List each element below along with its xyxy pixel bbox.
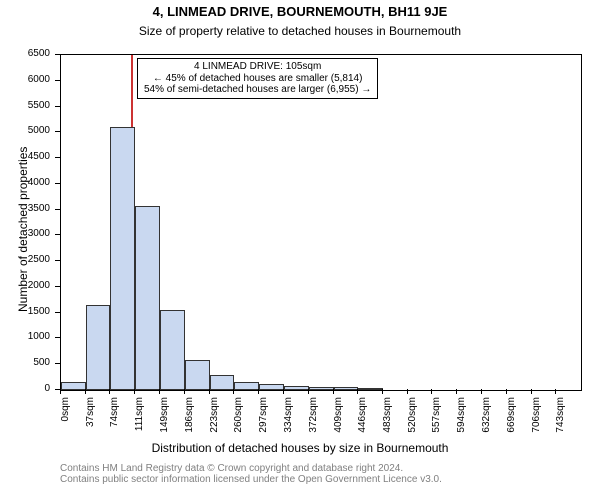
y-tick-label: 3500	[0, 203, 50, 214]
chart-container: 4, LINMEAD DRIVE, BOURNEMOUTH, BH11 9JE …	[0, 0, 600, 500]
x-tick-label: 149sqm	[159, 397, 170, 437]
chart-footer: Contains HM Land Registry data © Crown c…	[60, 463, 442, 485]
chart-title: 4, LINMEAD DRIVE, BOURNEMOUTH, BH11 9JE	[0, 4, 600, 19]
x-tick-mark	[233, 389, 234, 394]
x-tick-mark	[456, 389, 457, 394]
y-tick-mark	[55, 157, 60, 158]
x-tick-mark	[481, 389, 482, 394]
y-tick-label: 2500	[0, 254, 50, 265]
x-tick-mark	[85, 389, 86, 394]
bar	[86, 305, 111, 390]
bar	[210, 375, 235, 390]
annotation-line2: ← 45% of detached houses are smaller (5,…	[144, 73, 371, 85]
bar	[234, 382, 259, 390]
x-tick-label: 594sqm	[456, 397, 467, 437]
y-tick-mark	[55, 183, 60, 184]
y-tick-label: 6000	[0, 74, 50, 85]
bar	[358, 388, 383, 390]
x-tick-label: 111sqm	[134, 397, 145, 437]
y-tick-mark	[55, 312, 60, 313]
x-tick-mark	[506, 389, 507, 394]
y-tick-mark	[55, 54, 60, 55]
bar	[309, 387, 334, 390]
x-tick-mark	[308, 389, 309, 394]
bar	[160, 310, 185, 390]
bar	[334, 387, 359, 390]
x-tick-mark	[159, 389, 160, 394]
y-tick-mark	[55, 209, 60, 210]
annotation-line3: 54% of semi-detached houses are larger (…	[144, 84, 371, 96]
x-tick-mark	[333, 389, 334, 394]
x-tick-mark	[283, 389, 284, 394]
x-tick-label: 446sqm	[357, 397, 368, 437]
x-tick-mark	[357, 389, 358, 394]
x-tick-label: 334sqm	[283, 397, 294, 437]
y-tick-mark	[55, 363, 60, 364]
x-tick-mark	[531, 389, 532, 394]
y-tick-mark	[55, 286, 60, 287]
x-tick-mark	[382, 389, 383, 394]
y-tick-mark	[55, 337, 60, 338]
y-tick-label: 3000	[0, 228, 50, 239]
x-tick-label: 372sqm	[308, 397, 319, 437]
x-tick-label: 409sqm	[333, 397, 344, 437]
y-tick-label: 4500	[0, 151, 50, 162]
y-tick-label: 1500	[0, 306, 50, 317]
y-tick-label: 500	[0, 357, 50, 368]
x-axis-label: Distribution of detached houses by size …	[0, 441, 600, 455]
x-tick-label: 557sqm	[431, 397, 442, 437]
x-tick-label: 743sqm	[555, 397, 566, 437]
y-tick-mark	[55, 131, 60, 132]
x-tick-mark	[431, 389, 432, 394]
x-tick-mark	[555, 389, 556, 394]
y-tick-mark	[55, 80, 60, 81]
annotation-box: 4 LINMEAD DRIVE: 105sqm ← 45% of detache…	[137, 58, 378, 99]
x-tick-label: 74sqm	[109, 397, 120, 437]
bar	[185, 360, 210, 390]
y-tick-label: 4000	[0, 177, 50, 188]
chart-subtitle: Size of property relative to detached ho…	[0, 24, 600, 38]
y-tick-mark	[55, 234, 60, 235]
x-tick-label: 632sqm	[481, 397, 492, 437]
x-tick-label: 483sqm	[382, 397, 393, 437]
x-tick-mark	[184, 389, 185, 394]
x-tick-label: 706sqm	[531, 397, 542, 437]
x-tick-label: 223sqm	[209, 397, 220, 437]
y-tick-label: 6500	[0, 48, 50, 59]
bar	[110, 127, 135, 390]
x-tick-label: 520sqm	[407, 397, 418, 437]
x-tick-mark	[134, 389, 135, 394]
x-tick-mark	[60, 389, 61, 394]
x-tick-mark	[209, 389, 210, 394]
y-tick-mark	[55, 106, 60, 107]
y-tick-label: 5500	[0, 100, 50, 111]
x-tick-label: 0sqm	[60, 397, 71, 437]
y-tick-label: 2000	[0, 280, 50, 291]
x-tick-label: 297sqm	[258, 397, 269, 437]
footer-line1: Contains HM Land Registry data © Crown c…	[60, 463, 442, 474]
x-tick-mark	[407, 389, 408, 394]
bar	[284, 386, 309, 390]
y-tick-label: 1000	[0, 331, 50, 342]
x-tick-label: 260sqm	[233, 397, 244, 437]
plot-area: 4 LINMEAD DRIVE: 105sqm ← 45% of detache…	[60, 54, 582, 391]
x-tick-label: 37sqm	[85, 397, 96, 437]
bar	[135, 206, 160, 391]
bar	[61, 382, 86, 390]
bar	[259, 384, 284, 390]
footer-line2: Contains public sector information licen…	[60, 474, 442, 485]
annotation-line1: 4 LINMEAD DRIVE: 105sqm	[144, 61, 371, 73]
x-tick-label: 186sqm	[184, 397, 195, 437]
y-tick-label: 0	[0, 383, 50, 394]
x-tick-mark	[109, 389, 110, 394]
x-tick-label: 669sqm	[506, 397, 517, 437]
y-tick-mark	[55, 260, 60, 261]
x-tick-mark	[258, 389, 259, 394]
y-tick-label: 5000	[0, 125, 50, 136]
